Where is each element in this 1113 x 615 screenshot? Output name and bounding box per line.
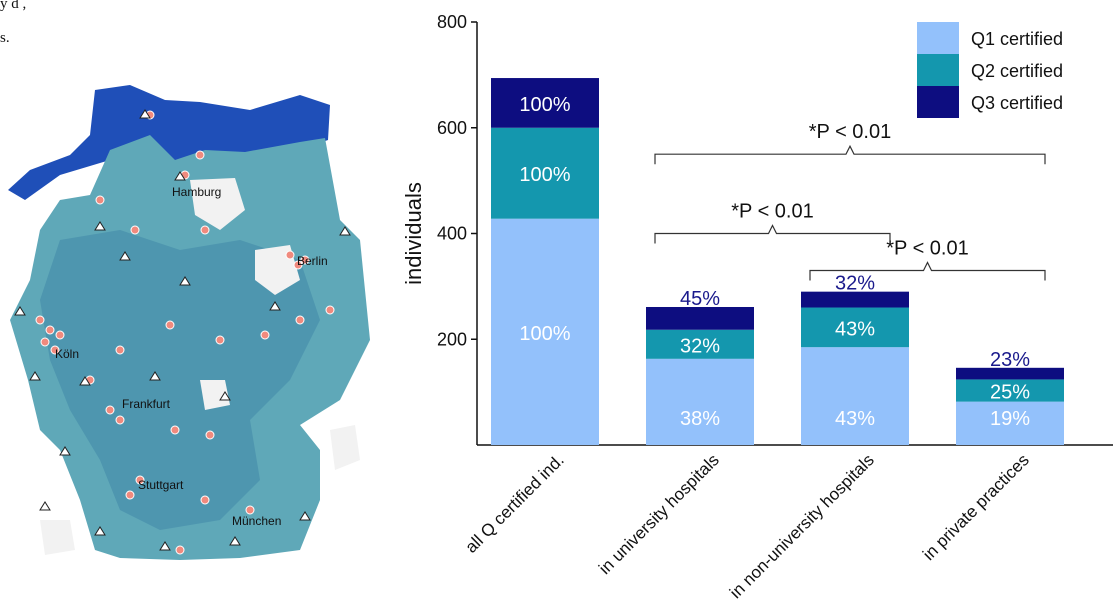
- city-label-koln: Köln: [55, 347, 79, 361]
- bar-data-label: 100%: [519, 323, 570, 345]
- y-tick-label: 400: [437, 224, 467, 244]
- x-category-label: in non-university hospitals: [726, 450, 878, 602]
- city-label-munchen: München: [232, 514, 281, 528]
- legend-swatch: [917, 54, 959, 86]
- y-tick-label: 800: [437, 12, 467, 32]
- bar-data-label: 100%: [519, 94, 570, 116]
- bar-segment-q3-certified: [646, 306, 754, 330]
- bar-data-label: 100%: [519, 164, 570, 186]
- bar-data-label: 23%: [990, 349, 1030, 371]
- legend-swatch: [917, 86, 959, 118]
- city-label-stuttgart: Stuttgart: [138, 478, 184, 492]
- significance-bracket: [654, 144, 1046, 165]
- map-inner-density: [40, 230, 320, 530]
- caption-fragment-top: y d ,: [0, 0, 27, 12]
- bar-data-label: 38%: [680, 408, 720, 430]
- x-category-label: in university hospitals: [595, 450, 723, 578]
- significance-label: *P < 0.01: [886, 238, 968, 260]
- legend-label: Q3 certified: [971, 93, 1063, 113]
- y-tick-label: 200: [437, 329, 467, 349]
- germany-coverage-map: Hamburg Berlin Köln Frankfurt Stuttgart …: [8, 85, 370, 560]
- city-label-frankfurt: Frankfurt: [122, 397, 171, 411]
- stacked-bar-chart: 200 400 600 800 individuals 100% 100% 100% all Q…: [401, 12, 1113, 602]
- bar-segment-q2-certified: [646, 329, 754, 359]
- bar-data-label: 43%: [835, 318, 875, 340]
- bar-data-label: 19%: [990, 408, 1030, 430]
- y-axis-title: individuals: [401, 182, 426, 285]
- bar-segment-q3-certified: [956, 367, 1064, 380]
- map-triangles: [14, 109, 351, 551]
- x-category-label: in private practices: [919, 450, 1033, 564]
- bar-segment-q1-certified: [646, 358, 754, 445]
- y-tick-label: 600: [437, 118, 467, 138]
- significance-label: *P < 0.01: [809, 121, 891, 143]
- bar-data-label: 25%: [990, 382, 1030, 404]
- bar-segment-q1-certified: [491, 218, 599, 445]
- legend-label: Q2 certified: [971, 61, 1063, 81]
- bar-segment-q1-certified: [801, 347, 909, 445]
- caption-fragment: s.: [0, 30, 10, 46]
- chart-layer: 200 400 600 800 individuals 100% 100% 100% all Q…: [401, 12, 1113, 602]
- bar-data-label: 32%: [835, 273, 875, 295]
- x-category-label: all Q certified ind.: [462, 450, 568, 556]
- significance-label: *P < 0.01: [731, 201, 813, 223]
- city-label-hamburg: Hamburg: [172, 185, 221, 199]
- bar-segment-q2-certified: [801, 307, 909, 348]
- bar-segment-q1-certified: [956, 401, 1064, 445]
- significance-bracket: [809, 261, 1046, 281]
- map-markers: [35, 110, 335, 555]
- bar-segment-q2-certified: [956, 379, 1064, 402]
- city-label-berlin: Berlin: [297, 254, 328, 268]
- bar-data-label: 43%: [835, 408, 875, 430]
- bar-data-label: 45%: [680, 288, 720, 310]
- legend-swatch: [917, 22, 959, 54]
- bar-data-label: 32%: [680, 335, 720, 357]
- bar-segment-q3-certified: [801, 291, 909, 308]
- map-sea-area: [8, 85, 330, 200]
- bar-segment-q3-certified: [491, 78, 599, 128]
- legend-label: Q1 certified: [971, 29, 1063, 49]
- significance-bracket: [654, 224, 891, 244]
- bar-segment-q2-certified: [491, 127, 599, 219]
